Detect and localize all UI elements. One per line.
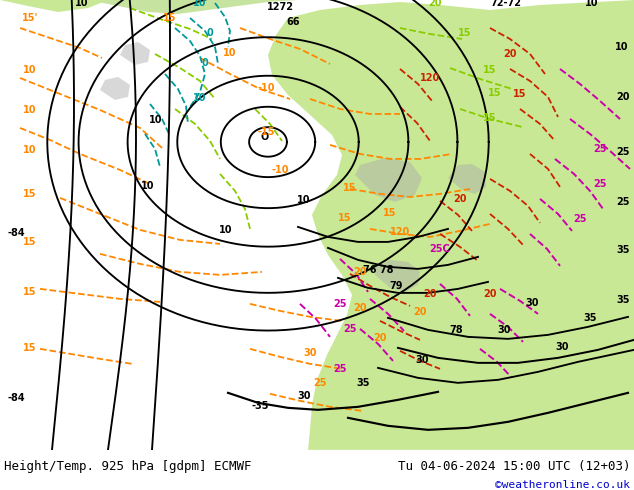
Text: 30: 30 xyxy=(525,298,539,308)
Text: 15: 15 xyxy=(483,113,497,123)
Text: 25: 25 xyxy=(343,324,357,334)
Text: 20: 20 xyxy=(483,289,497,299)
Text: -10: -10 xyxy=(271,165,288,175)
Text: 0: 0 xyxy=(202,58,209,68)
Text: 20: 20 xyxy=(428,0,442,8)
Text: Tu 04-06-2024 15:00 UTC (12+03): Tu 04-06-2024 15:00 UTC (12+03) xyxy=(398,460,630,473)
Text: 120: 120 xyxy=(390,227,410,237)
Text: 76 78: 76 78 xyxy=(363,265,393,275)
Polygon shape xyxy=(100,77,130,100)
Text: 35: 35 xyxy=(616,295,630,305)
Text: 15: 15 xyxy=(23,189,37,199)
Text: 10: 10 xyxy=(585,0,598,8)
Polygon shape xyxy=(120,42,150,65)
Text: 15: 15 xyxy=(343,183,357,193)
Text: 0: 0 xyxy=(207,28,214,38)
Text: 10: 10 xyxy=(223,48,236,58)
Text: O: O xyxy=(261,132,269,142)
Text: 15: 15 xyxy=(514,89,527,99)
Text: 78: 78 xyxy=(449,325,463,335)
Text: 1272: 1272 xyxy=(266,2,294,12)
Text: 10: 10 xyxy=(193,0,207,8)
Text: 25: 25 xyxy=(593,144,607,154)
Text: 35: 35 xyxy=(356,378,370,388)
Polygon shape xyxy=(88,0,298,14)
Text: 20: 20 xyxy=(353,303,366,313)
Text: Height/Temp. 925 hPa [gdpm] ECMWF: Height/Temp. 925 hPa [gdpm] ECMWF xyxy=(4,460,252,473)
Text: 30: 30 xyxy=(297,391,311,401)
Text: 35: 35 xyxy=(616,245,630,255)
Text: 20: 20 xyxy=(413,307,427,317)
Text: 10: 10 xyxy=(23,145,37,155)
Polygon shape xyxy=(375,260,420,292)
Text: 20: 20 xyxy=(616,92,630,102)
Text: -84: -84 xyxy=(7,228,25,238)
Text: 10: 10 xyxy=(141,181,155,191)
Text: 15: 15 xyxy=(339,213,352,223)
Text: 15: 15 xyxy=(488,88,501,98)
Polygon shape xyxy=(448,164,486,194)
Text: 15: 15 xyxy=(458,28,472,38)
Polygon shape xyxy=(0,0,108,12)
Text: 15': 15' xyxy=(22,13,38,23)
Text: 66: 66 xyxy=(286,17,300,27)
Text: 20: 20 xyxy=(353,267,366,277)
Text: 25: 25 xyxy=(573,214,586,224)
Text: 35: 35 xyxy=(583,313,597,323)
Text: 79: 79 xyxy=(389,281,403,291)
Text: -15: -15 xyxy=(257,127,275,137)
Text: 15: 15 xyxy=(163,13,177,23)
Text: 15: 15 xyxy=(483,65,497,75)
Text: 10: 10 xyxy=(297,195,311,205)
Text: 10: 10 xyxy=(219,225,233,235)
Text: 15: 15 xyxy=(23,237,37,247)
Text: 20: 20 xyxy=(373,333,387,343)
Text: 20: 20 xyxy=(453,194,467,204)
Text: 30: 30 xyxy=(303,348,317,358)
Text: 10: 10 xyxy=(23,65,37,75)
Text: 10: 10 xyxy=(149,115,163,125)
Text: 25: 25 xyxy=(593,179,607,189)
Text: 30: 30 xyxy=(497,325,511,335)
Text: 15: 15 xyxy=(383,208,397,218)
Text: 25: 25 xyxy=(333,364,347,374)
Text: -10: -10 xyxy=(257,83,275,93)
Text: 72-72: 72-72 xyxy=(491,0,522,8)
Text: 25: 25 xyxy=(313,378,327,388)
Text: 25C: 25C xyxy=(430,244,450,254)
Text: 20: 20 xyxy=(503,49,517,59)
Polygon shape xyxy=(268,0,634,450)
Text: 20: 20 xyxy=(424,289,437,299)
Polygon shape xyxy=(355,158,422,202)
Text: 10: 10 xyxy=(615,42,629,52)
Text: 30: 30 xyxy=(415,355,429,365)
Text: -35: -35 xyxy=(251,401,269,411)
Text: -84: -84 xyxy=(7,393,25,403)
Text: 120: 120 xyxy=(420,73,440,83)
Text: 25: 25 xyxy=(616,147,630,157)
Text: 10: 10 xyxy=(75,0,89,8)
Text: 25: 25 xyxy=(333,299,347,309)
Text: 25: 25 xyxy=(616,197,630,207)
Text: 30: 30 xyxy=(555,342,569,352)
Text: 10: 10 xyxy=(23,105,37,115)
Text: 15: 15 xyxy=(23,343,37,353)
Text: 10: 10 xyxy=(193,93,207,103)
Text: ©weatheronline.co.uk: ©weatheronline.co.uk xyxy=(495,480,630,490)
Text: 15: 15 xyxy=(23,287,37,297)
